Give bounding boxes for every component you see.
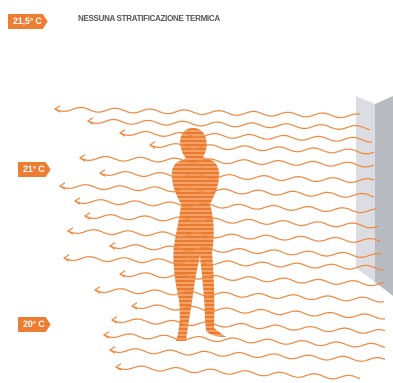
heat-wave-arrowhead [102,331,110,339]
heat-wave-line [67,229,381,243]
heat-wave-arrowhead [58,182,66,190]
temperature-tag-bottom-label: 20° C [23,319,45,329]
heat-wave-line [87,118,371,131]
heat-wave-arrowhead [98,169,106,177]
heat-wave-line [94,288,385,303]
temperature-tag-top-label: 21,5° C [13,16,42,26]
temperature-tag-middle: 21° C [18,162,51,177]
heat-wave-arrowhead [83,212,91,220]
heat-wave-line [59,184,375,198]
heat-wave-arrowhead [108,242,116,250]
diagram-title: NESSUNA STRATIFICAZIONE TERMICA [78,14,220,23]
heat-wave-line [109,348,386,362]
heat-wave-line [74,199,377,214]
heat-wave-line [99,171,375,184]
heat-wave-arrowhead [62,254,70,262]
heat-wave-arrowhead [114,363,122,371]
heat-wave-line [149,143,375,155]
heat-wave-arrowhead [130,302,138,310]
heat-wave-arrowhead [53,105,61,113]
heat-wave-arrowhead [93,286,101,294]
heat-wave-line [119,272,385,287]
heat-wave-arrowhead [148,141,156,149]
heat-wave-line [119,130,373,143]
heat-wave-line [103,333,386,349]
heat-wave-arrowhead [118,270,126,278]
heat-wave-arrowhead [118,129,126,137]
heat-wave-line [109,244,383,259]
heat-wave-line [131,304,386,320]
temperature-tag-top: 21,5° C [8,14,48,29]
person-silhouette [171,128,226,341]
heat-wave-arrowhead [86,117,94,125]
wall-side [375,96,393,296]
heat-wave-line [79,155,375,168]
heat-wave-arrowhead [66,227,74,235]
heat-waves [53,105,386,380]
heat-wave-line [54,106,361,119]
temperature-tag-middle-label: 21° C [23,164,45,174]
heat-wave-line [63,256,384,271]
heat-wave-line [84,214,379,229]
heat-wave-arrowhead [108,346,116,354]
heat-wave-line [115,365,361,380]
temperature-tag-bottom: 20° C [18,317,51,332]
heat-wave-line [111,318,386,334]
heat-wave-arrowhead [110,316,118,324]
heat-wave-arrowhead [78,154,86,162]
heat-wave-arrowhead [73,197,81,205]
